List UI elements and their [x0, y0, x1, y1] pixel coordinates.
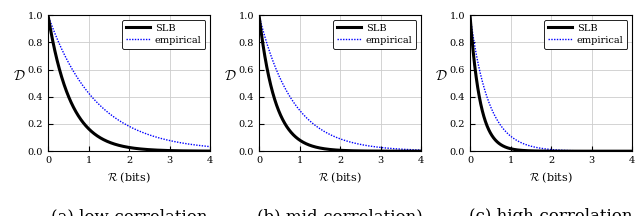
X-axis label: $\mathcal{R}$ (bits): $\mathcal{R}$ (bits) [318, 171, 362, 185]
X-axis label: $\mathcal{R}$ (bits): $\mathcal{R}$ (bits) [108, 171, 151, 185]
Text: (a) low-correlation: (a) low-correlation [51, 208, 207, 216]
Legend: SLB, empirical: SLB, empirical [544, 20, 627, 49]
Y-axis label: $\mathcal{D}$: $\mathcal{D}$ [224, 69, 237, 83]
Y-axis label: $\mathcal{D}$: $\mathcal{D}$ [13, 69, 26, 83]
Text: (c) high-correlation: (c) high-correlation [469, 208, 633, 216]
Legend: SLB, empirical: SLB, empirical [122, 20, 205, 49]
X-axis label: $\mathcal{R}$ (bits): $\mathcal{R}$ (bits) [529, 171, 573, 185]
Text: (b) mid-correlation): (b) mid-correlation) [257, 208, 423, 216]
Legend: SLB, empirical: SLB, empirical [333, 20, 417, 49]
Y-axis label: $\mathcal{D}$: $\mathcal{D}$ [435, 69, 447, 83]
